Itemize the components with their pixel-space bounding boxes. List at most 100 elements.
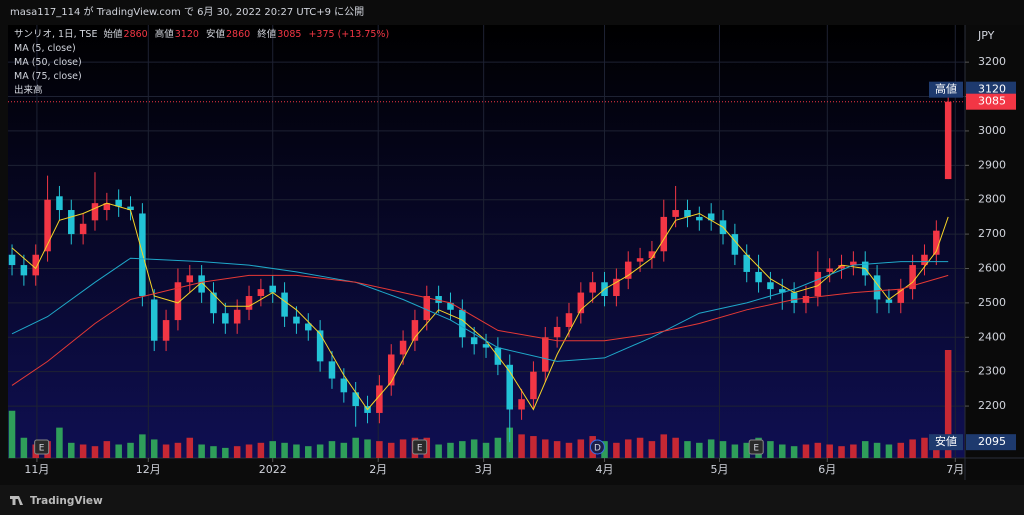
y-tick-label: 3000	[978, 124, 1006, 137]
event-marker	[412, 439, 428, 455]
price-badge	[966, 434, 1016, 451]
volume-bar	[672, 437, 679, 458]
legend-label: 安値	[205, 29, 225, 40]
candle-body	[755, 271, 762, 283]
volume-bar	[731, 444, 739, 458]
volume-bar	[553, 441, 561, 458]
volume-bar	[139, 434, 146, 458]
candle-body	[222, 313, 229, 324]
y-tick-label: 2800	[978, 193, 1006, 206]
y-tick-label: 2900	[978, 158, 1006, 171]
volume-bar	[328, 441, 336, 458]
price-badge	[966, 81, 1016, 98]
volume-bar	[293, 444, 300, 458]
volume-bar	[376, 441, 383, 458]
volume-bar	[826, 444, 833, 458]
candle-body	[293, 316, 300, 324]
volume-bar	[68, 442, 75, 458]
candle-body	[909, 265, 916, 290]
volume-bar	[56, 427, 63, 458]
volume-bar	[91, 446, 99, 458]
volume-bar	[494, 437, 502, 458]
volume-bar	[944, 350, 952, 458]
price-badge	[966, 93, 1016, 110]
y-tick-label: 2300	[978, 365, 1006, 378]
candle-body	[921, 254, 928, 266]
y-tick-label: 2700	[978, 227, 1006, 240]
candle-body	[8, 254, 16, 266]
legend-value: 2860	[226, 29, 251, 40]
legend-value: 2860	[123, 29, 148, 40]
x-tick-label: 6月	[818, 463, 836, 476]
event-label: D	[594, 444, 601, 454]
candle-body	[672, 210, 679, 217]
y-tick-label: 2600	[978, 261, 1006, 274]
candle-body	[186, 275, 194, 283]
candle-body	[316, 330, 324, 362]
candle-body	[435, 296, 442, 303]
candle-body	[767, 282, 774, 290]
candle-body	[174, 282, 182, 321]
change: +375 (+13.75%)	[308, 29, 390, 40]
volume-bar	[435, 444, 442, 458]
candle-body	[269, 285, 276, 293]
candle-body	[838, 265, 845, 269]
candle-body	[79, 223, 87, 235]
event-marker	[748, 439, 764, 455]
candle-body	[577, 292, 585, 314]
candle-body	[162, 320, 170, 341]
candle-body	[873, 275, 881, 300]
ma-line	[11, 257, 949, 362]
volume-bar	[530, 436, 537, 458]
volume-bar	[779, 444, 786, 458]
volume-bar	[624, 439, 632, 458]
legend-label: 始値	[103, 29, 123, 40]
volume-bar	[447, 442, 454, 458]
ma-line	[11, 274, 949, 386]
candle-body	[257, 289, 265, 297]
candle-body	[399, 340, 407, 355]
legend: サンリオ, 1日, TSE 始値2860 高値3120 安値2860 終値308…	[14, 28, 393, 98]
volume-bar	[281, 442, 288, 458]
candle-body	[636, 258, 644, 262]
candle-body	[826, 268, 833, 272]
candle-body	[91, 203, 99, 221]
candle-body	[233, 309, 241, 324]
x-tick-label: 2月	[369, 463, 387, 476]
header: masa117_114 が TradingView.com で 6月 30, 2…	[10, 5, 364, 18]
legend-value: 3120	[174, 29, 199, 40]
legend-label: 高値	[154, 29, 174, 40]
volume-bar	[364, 439, 371, 458]
candle-body	[850, 261, 857, 266]
volume-bar	[103, 441, 111, 458]
candle-body	[387, 354, 395, 386]
y-tick-label: 2500	[978, 296, 1006, 309]
candle-body	[459, 309, 466, 338]
candle-body	[648, 251, 656, 259]
volume-bar	[897, 442, 905, 458]
volume-bar	[790, 446, 798, 458]
indicator: MA (5, close)	[14, 43, 76, 54]
volume-bar	[648, 441, 656, 458]
volume-bar	[482, 442, 490, 458]
candle-body	[684, 210, 691, 217]
volume-bar	[814, 442, 822, 458]
volume-bar	[577, 439, 585, 458]
volume-bar	[719, 441, 727, 458]
x-tick-label: 2022	[259, 463, 287, 476]
candle-body	[198, 275, 205, 293]
volume-bar	[198, 444, 205, 458]
volume-bar	[316, 444, 324, 458]
volume-bar	[850, 444, 857, 458]
logo	[10, 496, 23, 505]
candle-body	[411, 320, 419, 341]
candle-body	[565, 313, 573, 327]
volume-bar	[186, 437, 194, 458]
footer-bar	[0, 485, 1024, 515]
badge-bg	[929, 434, 963, 451]
candle-body	[933, 230, 940, 255]
indicator: 出来高	[14, 85, 43, 96]
x-tick-label: 7月	[946, 463, 964, 476]
price-badge-label: 2095	[978, 435, 1006, 448]
